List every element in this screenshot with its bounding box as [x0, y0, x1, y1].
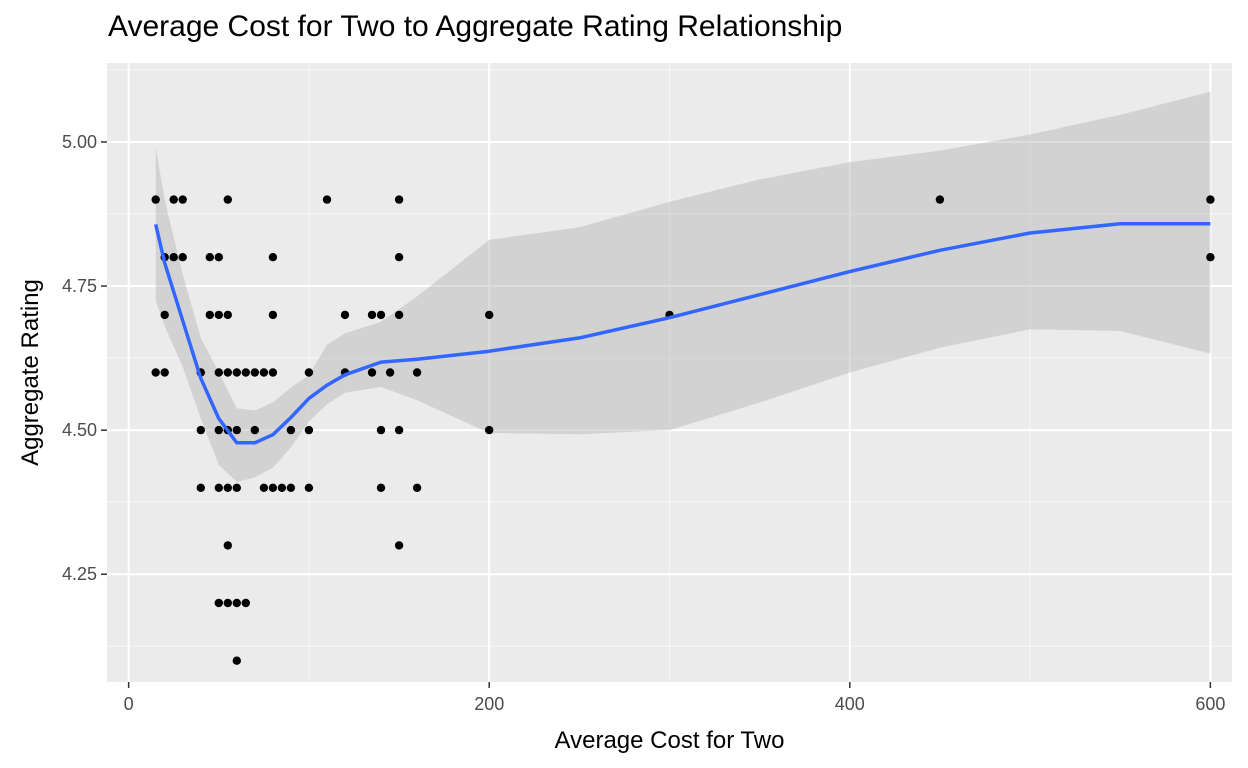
smooth-trend-line — [153, 222, 1211, 445]
data-point — [223, 598, 232, 608]
data-point — [232, 483, 241, 492]
data-point — [286, 483, 296, 492]
y-tick-label: 4.50 — [62, 420, 97, 440]
data-point — [1206, 195, 1215, 204]
x-tick-label: 600 — [1195, 694, 1225, 714]
data-point — [178, 195, 187, 204]
data-point — [151, 368, 160, 377]
chart-title: Average Cost for Two to Aggregate Rating… — [108, 10, 843, 43]
data-point — [412, 368, 422, 377]
data-point — [214, 425, 223, 435]
data-point — [214, 598, 223, 608]
data-point — [241, 598, 250, 608]
data-point — [223, 541, 232, 550]
data-point — [268, 368, 278, 377]
confidence-ribbon — [155, 91, 1211, 483]
data-point — [214, 253, 223, 262]
data-point — [376, 310, 386, 320]
data-point — [205, 253, 214, 262]
data-point — [340, 310, 350, 320]
y-tick-label: 4.75 — [62, 276, 97, 296]
data-point — [412, 483, 422, 492]
data-point — [485, 425, 494, 435]
data-point — [223, 310, 232, 320]
data-point — [250, 425, 259, 435]
data-point — [214, 310, 223, 320]
y-tick-label: 5.00 — [62, 132, 97, 152]
minor-gridlines — [107, 63, 1232, 682]
data-points — [151, 195, 1215, 665]
data-point — [367, 368, 377, 377]
data-point — [304, 368, 314, 377]
data-point — [394, 195, 404, 204]
data-point — [259, 483, 269, 492]
data-point — [394, 541, 404, 550]
data-point — [268, 483, 278, 492]
data-point — [304, 483, 314, 492]
data-point — [223, 368, 232, 377]
data-point — [223, 195, 232, 204]
data-point — [259, 368, 269, 377]
data-point — [277, 483, 287, 492]
data-point — [286, 425, 296, 435]
data-point — [485, 310, 494, 320]
data-point — [394, 253, 404, 262]
data-point — [394, 310, 404, 320]
data-point — [232, 368, 241, 377]
data-point — [268, 310, 278, 320]
data-point — [196, 425, 205, 435]
data-point — [268, 253, 278, 262]
data-point — [376, 483, 386, 492]
axes: 0 200 400 600 4.25 4.50 4.75 5.00 — [62, 132, 1225, 714]
data-point — [214, 368, 223, 377]
data-point — [169, 253, 178, 262]
data-point — [223, 483, 232, 492]
data-point — [367, 310, 377, 320]
data-point — [232, 425, 241, 435]
data-point — [376, 425, 386, 435]
data-point — [160, 368, 169, 377]
x-tick-label: 200 — [474, 694, 504, 714]
y-axis-title: Aggregate Rating — [17, 279, 44, 466]
major-gridlines — [107, 63, 1232, 682]
data-point — [304, 425, 314, 435]
data-point — [205, 310, 214, 320]
data-point — [151, 195, 160, 204]
data-point — [394, 425, 404, 435]
data-point — [241, 368, 250, 377]
data-point — [322, 195, 332, 204]
data-point — [385, 368, 395, 377]
data-point — [935, 195, 945, 204]
data-point — [160, 310, 169, 320]
data-point — [232, 656, 241, 665]
x-tick-label: 400 — [835, 694, 865, 714]
data-point — [169, 195, 178, 204]
data-point — [178, 253, 187, 262]
y-tick-label: 4.25 — [62, 564, 97, 584]
x-tick-label: 0 — [124, 694, 134, 714]
data-point — [232, 598, 241, 608]
x-axis-title: Average Cost for Two — [555, 727, 785, 754]
data-point — [196, 483, 205, 492]
data-point — [250, 368, 259, 377]
data-point — [214, 483, 223, 492]
data-point — [1206, 253, 1215, 262]
